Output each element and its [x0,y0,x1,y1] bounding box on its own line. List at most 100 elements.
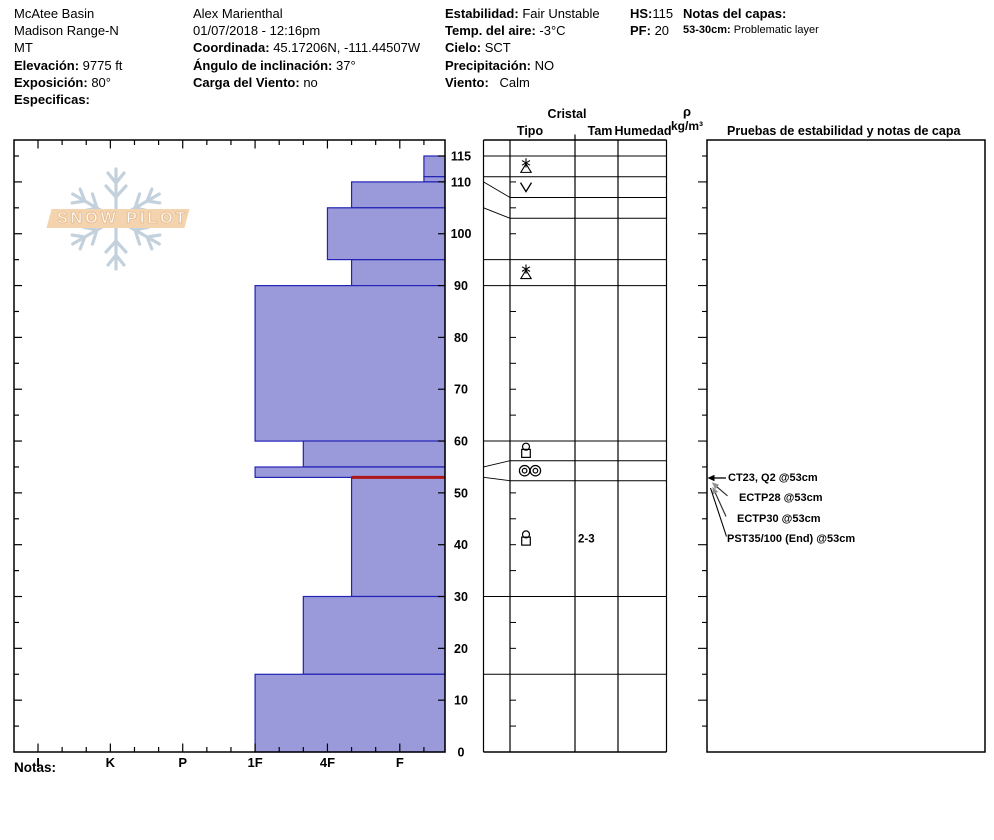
precip-label: Precipitación: [445,57,531,73]
site-state: MT [14,40,33,56]
pf-value: 20 [654,23,670,39]
column-header-tests: Pruebas de estabilidad y notas de capa [727,124,961,138]
column-header-rho: ρ [682,104,692,119]
grain-symbol-round-circle [521,530,531,539]
hardness-label: I [36,755,40,770]
grain-symbol-melt-circle [532,467,539,474]
site-range: Madison Range-N [14,23,119,39]
hardness-label: F [396,755,404,770]
snow-layer-bar [350,259,446,287]
precip-value: NO [534,57,555,73]
grain-symbol-stellar [521,160,531,166]
layer-note-depth: 53-30cm: [683,24,731,37]
hardness-label: P [178,755,187,770]
grain-size-value: 2-3 [578,534,595,546]
wind-loading-label: Carga del Viento: [193,74,300,90]
grain-symbol-facet-square [521,448,531,458]
depth-label: 50 [454,486,468,500]
stability-label: Estabilidad: [445,6,519,21]
test-arrow-line [713,489,727,517]
stability-test-label: CT23, Q2 @53cm [728,471,818,484]
snow-layer-bar [302,440,446,468]
test-arrowhead [711,482,719,490]
snow-layer-bar [254,285,446,442]
elevation-row: Elevación: 9775 ft [14,57,122,74]
snow-layer-bar [326,207,446,261]
air-temp-row: Temp. del aire: -3°C [445,22,600,39]
snow-layer-bar [302,595,446,675]
depth-label: 100 [451,227,472,241]
wind-value: Calm [499,74,530,90]
wind-loading-value: no [303,74,318,90]
coordinates-row: Coordinada: 45.17206N, -111.44507W [193,39,420,56]
air-temp-value: -3°C [539,23,566,39]
layer-notes-title: Notas del capas: [683,6,787,21]
sky-value: SCT [484,40,511,56]
hs-row: HS:115 [630,5,673,22]
tests-box-border [706,139,986,753]
depth-label: 10 [454,694,468,708]
wind-row: Viento: Calm [445,74,600,91]
notes-label: Notas: [14,760,57,775]
observer-block: Alex Marienthal 01/07/2018 - 12:16pm Coo… [193,5,420,91]
grain-symbol-melt-circle [518,464,531,477]
depth-label: 40 [454,538,468,552]
test-arrowhead [712,486,719,495]
snow-layer-bar [350,476,446,598]
pf-label: PF: [630,23,651,39]
hardness-label: K [106,755,116,770]
slope-angle-row: Ángulo de inclinación: 37° [193,57,420,74]
depth-label: 90 [454,279,468,293]
grain-symbol-graupel-triangle [519,162,533,173]
grain-symbol-round-circle [521,442,531,451]
depth-label: 60 [454,435,468,449]
specifics-label: Especificas: [14,92,90,108]
depth-label: 0 [458,746,465,760]
layer-connector-line [483,207,511,219]
slope-angle-value: 37° [336,57,356,73]
conditions-block: Estabilidad: Fair Unstable Temp. del air… [445,5,600,91]
layer-connector-line [483,460,511,468]
depth-label: 30 [454,590,468,604]
grain-symbol-melt-circle [521,467,528,474]
grain-symbol-facet-square [521,536,531,546]
site-name: McAtee Basin [14,6,95,21]
observer-name: Alex Marienthal [193,6,283,21]
hs-label: HS: [630,6,653,21]
plot-border [13,139,446,753]
stability-test-label: ECTP30 @53cm [737,512,821,525]
snowflake-arm [104,167,128,213]
depth-label: 115 [451,150,471,164]
elevation-label: Elevación: [14,57,80,73]
air-temp-label: Temp. del aire: [445,23,536,39]
snow-layer-bar [423,155,446,178]
precip-row: Precipitación: NO [445,57,600,74]
snowflake-arm [104,225,128,271]
logo-text: SNOW PILOT [56,210,189,228]
hs-value: 115 [652,6,674,21]
slope-angle-label: Ángulo de inclinación: [193,57,333,73]
layer-notes-block: Notas del capas: 53-30cm: Problematic la… [683,5,819,39]
hardness-label: 4F [320,755,335,770]
depth-label: 70 [454,383,468,397]
wind-label: Viento: [445,74,489,90]
snow-layer-bar [350,181,446,209]
aspect-label: Exposición: [14,74,88,90]
column-header-cristal: Cristal [547,107,587,121]
depth-label: 20 [454,642,468,656]
specifics-row: Especificas: [14,91,122,108]
location-block: McAtee Basin Madison Range-N MT Elevació… [14,5,122,108]
observation-datetime: 01/07/2018 - 12:16pm [193,23,321,39]
coordinates-value: 45.17206N, -111.44507W [273,40,421,56]
stability-row: Estabilidad: Fair Unstable [445,5,600,22]
depth-label: 110 [451,175,471,189]
grain-symbol-surface-hoar [519,182,533,193]
layer-note-row: 53-30cm: Problematic layer [683,22,819,39]
layer-note-text: Problematic layer [733,24,819,37]
layer-connector-line [483,476,511,482]
snow-layer-bar [423,176,446,183]
stability-test-label: PST35/100 (End) @53cm [727,533,856,545]
grain-symbol-melt-circle [529,464,542,477]
